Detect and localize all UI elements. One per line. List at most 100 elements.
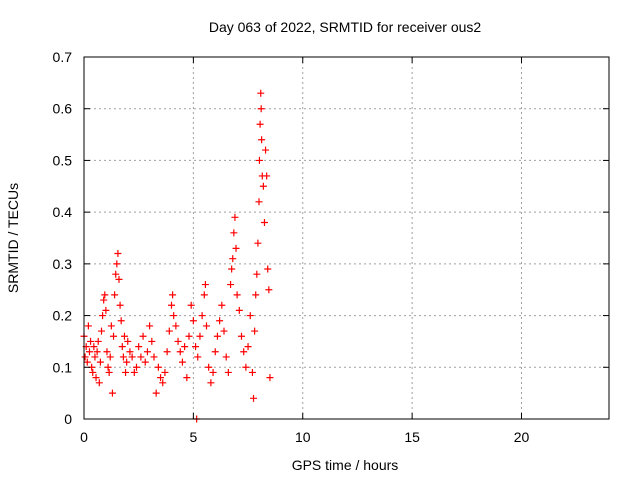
data-point <box>216 317 224 325</box>
data-point <box>263 172 271 180</box>
data-point <box>253 270 261 278</box>
y-tick-label: 0.7 <box>53 49 73 65</box>
data-point <box>141 358 149 366</box>
data-point <box>257 105 265 113</box>
data-point <box>87 337 95 345</box>
data-point <box>230 229 238 237</box>
data-point <box>106 353 114 361</box>
data-point <box>242 363 250 371</box>
data-point <box>196 332 204 340</box>
data-point <box>159 379 167 387</box>
data-point <box>170 312 178 320</box>
data-point <box>227 281 235 289</box>
data-point <box>93 348 101 356</box>
data-point <box>168 301 175 309</box>
data-point <box>213 332 221 340</box>
data-point <box>112 270 120 278</box>
data-point <box>176 348 184 356</box>
data-point <box>264 265 272 273</box>
y-tick-label: 0.6 <box>53 101 73 117</box>
data-point <box>137 353 145 361</box>
data-point <box>104 363 112 371</box>
data-point <box>117 317 125 325</box>
data-point <box>174 337 182 345</box>
data-point <box>229 255 237 263</box>
x-axis-label: GPS time / hours <box>292 457 399 473</box>
y-axis-label: SRMTID / TECUs <box>5 183 21 293</box>
data-point <box>244 343 252 351</box>
data-point <box>211 348 219 356</box>
x-tick-label: 20 <box>514 429 530 445</box>
data-point <box>91 353 99 361</box>
data-point <box>200 291 208 299</box>
data-point <box>201 281 209 289</box>
data-point <box>94 337 102 345</box>
data-point <box>228 265 236 273</box>
y-tick-label: 0.3 <box>53 256 73 272</box>
data-point <box>192 343 200 351</box>
data-point <box>238 332 245 340</box>
y-tick-label: 0.5 <box>53 152 73 168</box>
data-point <box>122 368 130 376</box>
x-tick-label: 0 <box>80 429 88 445</box>
data-point <box>108 389 116 397</box>
data-point <box>152 389 160 397</box>
data-point <box>231 213 239 221</box>
data-point <box>92 374 100 382</box>
data-point <box>100 296 108 304</box>
data-point <box>218 301 226 309</box>
data-point <box>120 332 128 340</box>
data-point <box>203 322 210 330</box>
data-point <box>115 275 123 283</box>
x-tick-label: 10 <box>295 429 311 445</box>
data-point <box>222 353 230 361</box>
data-point <box>233 291 241 299</box>
data-point <box>98 327 105 335</box>
data-point <box>96 358 104 366</box>
data-point <box>248 368 256 376</box>
data-point <box>118 343 126 351</box>
y-tick-label: 0.1 <box>53 359 73 375</box>
data-point <box>107 322 115 330</box>
data-point <box>172 322 180 330</box>
data-point <box>146 322 154 330</box>
data-point <box>224 368 232 376</box>
data-point <box>113 260 121 268</box>
chart-title: Day 063 of 2022, SRMTID for receiver ous… <box>209 19 482 35</box>
data-point <box>105 368 113 376</box>
data-point <box>150 353 158 361</box>
data-point <box>157 374 165 382</box>
data-point <box>114 250 122 258</box>
data-point <box>178 358 186 366</box>
data-point <box>250 394 258 402</box>
data-point <box>89 368 97 376</box>
data-point <box>232 244 240 252</box>
data-point <box>251 327 259 335</box>
y-tick-label: 0.4 <box>53 204 73 220</box>
data-point <box>189 317 197 325</box>
x-axis-ticks: 0 5 10 15 20 <box>80 57 529 445</box>
data-point <box>124 337 132 345</box>
data-point <box>181 343 189 351</box>
plot-frame <box>83 56 610 420</box>
data-point <box>205 363 213 371</box>
data-point <box>84 322 92 330</box>
data-point <box>161 368 169 376</box>
data-point <box>260 218 268 226</box>
data-point <box>254 239 262 247</box>
data-point <box>235 306 243 314</box>
data-points <box>80 89 274 423</box>
data-point <box>246 312 254 320</box>
data-point <box>81 353 89 361</box>
data-point <box>258 136 266 144</box>
grid-lines <box>84 57 609 419</box>
data-point <box>90 343 98 351</box>
data-point <box>265 286 273 294</box>
data-point <box>123 358 131 366</box>
data-point <box>85 348 93 356</box>
data-point <box>110 332 118 340</box>
data-point <box>198 312 206 320</box>
data-point <box>99 312 107 320</box>
data-point <box>207 379 215 387</box>
data-point <box>103 348 111 356</box>
